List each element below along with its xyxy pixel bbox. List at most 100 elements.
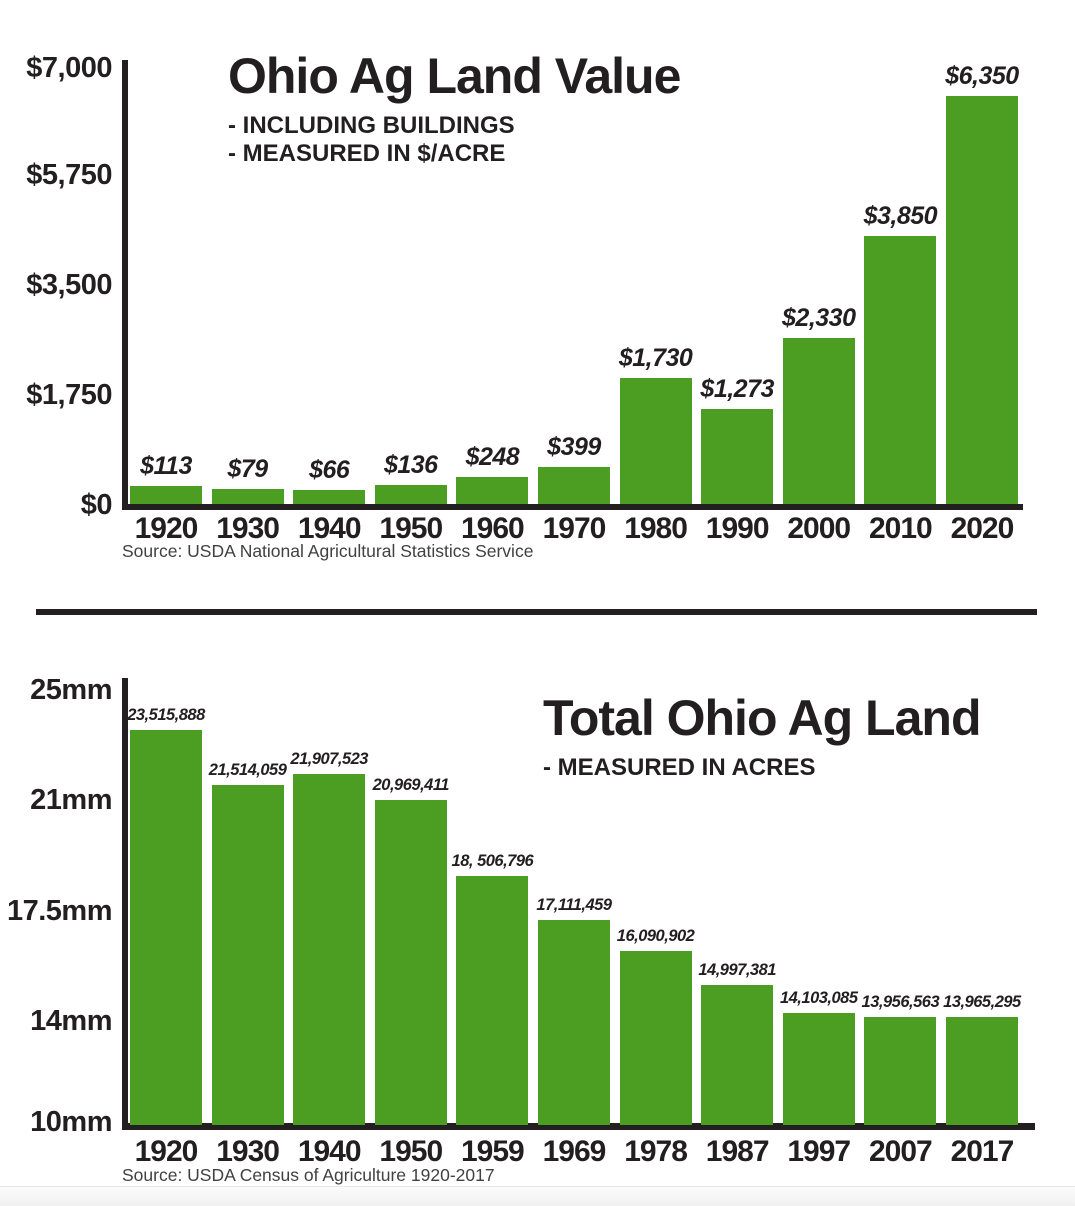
bar-cell-1969: 17,111,459 [536, 690, 612, 1125]
y-tick-label: 10mm [30, 1106, 112, 1138]
x-tick-label-1930: 1930 [216, 1135, 280, 1168]
source-note: Source: USDA National Agricultural Stati… [122, 541, 534, 561]
x-tick-label-2007: 2007 [868, 1135, 933, 1168]
bar-1930 [211, 489, 284, 504]
x-tick-label-1970: 1970 [542, 512, 607, 545]
x-tick-label-1950: 1950 [379, 512, 443, 545]
total-ag-land-chart: Total Ohio Ag Land - MEASURED IN ACRES 2… [0, 620, 1075, 1206]
bar-value-label: $1,730 [618, 344, 693, 372]
x-tick-label-1987: 1987 [705, 1135, 770, 1168]
bar-1990 [701, 409, 774, 504]
x-tick-label-1997: 1997 [787, 1135, 851, 1168]
x-axis-year-labels: 1920 1930 1940 1950 1959 1969 1978 1987 1997 2007… [130, 1135, 1024, 1169]
section-divider [36, 609, 1037, 615]
bar-value-label: 16,090,902 [616, 927, 695, 945]
y-axis-line [122, 60, 128, 510]
bar-cell-2010: $3,850 [864, 62, 938, 504]
ag-land-value-title-block: Ohio Ag Land Value - INCLUDING BUILDINGS… [228, 48, 681, 168]
x-tick-label-1959: 1959 [461, 1135, 525, 1168]
chart-subtitles: - MEASURED IN ACRES [543, 754, 981, 782]
chart-subtitles: - INCLUDING BUILDINGS - MEASURED IN $/ACR… [228, 112, 680, 168]
bar-value-label: $66 [309, 456, 350, 484]
x-tick-label-1969: 1969 [542, 1135, 607, 1168]
bar-value-label: 14,997,381 [698, 961, 776, 979]
bar-value-label: 17,111,459 [536, 896, 612, 914]
bar-1920 [130, 486, 202, 504]
x-tick-label-1980: 1980 [624, 512, 688, 545]
bar-2000 [782, 338, 855, 504]
bar-1960 [456, 477, 529, 504]
y-tick-label: 21mm [30, 784, 112, 816]
bar-value-label: $79 [227, 455, 268, 483]
bar-1950 [374, 485, 447, 504]
total-ag-land-title-block: Total Ohio Ag Land - MEASURED IN ACRES [543, 690, 981, 782]
bar-cell-2007: 13,956,563 [862, 690, 940, 1125]
bar-cell-1930: $79 [211, 62, 284, 504]
y-tick-label: $5,750 [26, 159, 112, 191]
bar-value-label: $2,330 [782, 304, 856, 332]
y-tick-label: 25mm [30, 674, 112, 706]
bar-2017 [945, 1017, 1018, 1125]
y-tick-label: $3,500 [26, 269, 112, 301]
x-tick-label-1920: 1920 [134, 512, 199, 545]
x-tick-label-2000: 2000 [787, 512, 851, 545]
chart-subtitle-line: - MEASURED IN $/ACRE [228, 140, 506, 167]
x-tick-label-2020: 2020 [950, 512, 1015, 545]
x-axis-line [122, 504, 1023, 510]
x-tick-label-1930: 1930 [216, 512, 280, 545]
bar-2020 [945, 96, 1018, 504]
bar-cell-2000: $2,330 [782, 62, 856, 504]
bar-cell-1920: $113 [130, 62, 202, 504]
y-tick-label: $7,000 [26, 52, 112, 84]
bar-1969 [537, 920, 610, 1125]
bar-cell-1978: 16,090,902 [616, 690, 695, 1125]
bar-value-label: 20,969,411 [372, 776, 450, 794]
bar-cell-1990: $1,273 [700, 62, 774, 504]
ag-land-value-chart: Ohio Ag Land Value - INCLUDING BUILDINGS… [0, 0, 1075, 575]
bar-value-label: 21,514,059 [208, 761, 287, 779]
bar-cell-1930: 21,514,059 [208, 690, 287, 1125]
bar-cell-2020: $6,350 [945, 62, 1019, 504]
bar-value-label: $6,350 [945, 62, 1019, 90]
bar-cell-1980: $1,730 [618, 62, 693, 504]
bar-1950 [374, 800, 447, 1125]
bar-2010 [864, 236, 937, 504]
bars-area: $113 $79 $66 $136 $248 $399 $1,730 $1,273 $2,330… [130, 62, 1024, 504]
bar-cell-1920: 23,515,888 [127, 690, 205, 1125]
bar-cell-2017: 13,965,295 [943, 690, 1021, 1125]
bars-area: 23,515,888 21,514,059 21,907,523 20,969,411… [127, 690, 1024, 1125]
bar-value-label: 18, 506,796 [451, 852, 534, 870]
x-axis-line [122, 1123, 1035, 1130]
bar-value-label: $136 [383, 451, 438, 479]
bar-value-label: 21,907,523 [290, 750, 368, 768]
chart-subtitle-line: - MEASURED IN ACRES [543, 754, 816, 781]
bar-value-label: 13,956,563 [861, 993, 940, 1011]
chart-title: Total Ohio Ag Land [543, 690, 981, 746]
bar-value-label: $399 [547, 433, 601, 461]
bar-cell-1959: 18, 506,796 [452, 690, 534, 1125]
chart-subtitle-line: - INCLUDING BUILDINGS [228, 112, 515, 139]
y-tick-label: 17.5mm [6, 895, 113, 927]
bar-cell-1970: $399 [537, 62, 610, 504]
bar-1980 [619, 378, 692, 504]
bar-1987 [701, 985, 774, 1125]
x-tick-label-1990: 1990 [705, 512, 770, 545]
bar-1940 [293, 490, 366, 504]
x-tick-label-1940: 1940 [297, 512, 362, 545]
bar-1970 [537, 467, 610, 504]
bar-cell-1997: 14,103,085 [779, 690, 858, 1125]
bar-value-label: 14,103,085 [779, 989, 858, 1007]
bar-value-label: 13,965,295 [943, 993, 1021, 1011]
bar-value-label: 23,515,888 [127, 706, 205, 724]
bar-cell-1987: 14,997,381 [698, 690, 776, 1125]
page-bottom-shading [0, 1186, 1075, 1206]
bar-2007 [864, 1017, 937, 1125]
bar-cell-1950: 20,969,411 [372, 690, 450, 1125]
x-axis-year-labels: 1920 1930 1940 1950 1960 1970 1980 1990 2000 2010… [130, 512, 1024, 546]
bar-cell-1940: $66 [293, 62, 366, 504]
x-tick-label-1978: 1978 [624, 1135, 688, 1168]
y-tick-label: $0 [80, 489, 113, 521]
bar-1959 [456, 876, 529, 1125]
bar-value-label: $113 [140, 452, 192, 480]
